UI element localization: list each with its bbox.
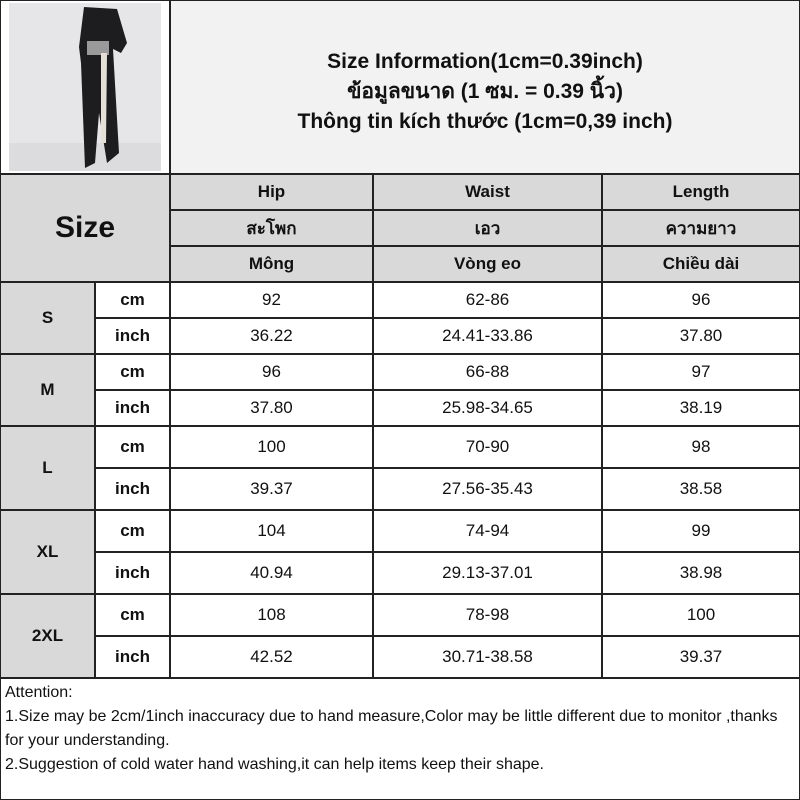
size-label: 2XL: [0, 594, 95, 678]
attention-notes: Attention: 1.Size may be 2cm/1inch inacc…: [0, 678, 800, 800]
table-cell: 100: [602, 594, 800, 636]
column-header-en: Length: [602, 174, 800, 210]
table-cell: 29.13-37.01: [373, 552, 602, 594]
table-cell: 74-94: [373, 510, 602, 552]
product-photo: [0, 0, 170, 174]
table-cell: 39.37: [602, 636, 800, 678]
table-cell: 104: [170, 510, 373, 552]
table-cell: 98: [602, 426, 800, 468]
unit-label: inch: [95, 552, 170, 594]
table-cell: 108: [170, 594, 373, 636]
table-cell: 70-90: [373, 426, 602, 468]
column-header-th: สะโพก: [170, 210, 373, 246]
size-label: S: [0, 282, 95, 354]
attention-note-2: 2.Suggestion of cold water hand washing,…: [5, 756, 544, 773]
table-cell: 24.41-33.86: [373, 318, 602, 354]
table-cell: 39.37: [170, 468, 373, 510]
table-cell: 99: [602, 510, 800, 552]
table-cell: 97: [602, 354, 800, 390]
model-image: [9, 3, 161, 171]
table-cell: 37.80: [602, 318, 800, 354]
size-info-title: Size Information(1cm=0.39inch) ข้อมูลขนา…: [170, 0, 800, 174]
unit-label: cm: [95, 594, 170, 636]
table-cell: 27.56-35.43: [373, 468, 602, 510]
size-header: Size: [0, 174, 170, 282]
table-cell: 96: [170, 354, 373, 390]
table-cell: 30.71-38.58: [373, 636, 602, 678]
title-thai: ข้อมูลขนาด (1 ซม. = 0.39 นิ้ว): [347, 80, 623, 103]
title-english: Size Information(1cm=0.39inch): [327, 50, 643, 73]
table-cell: 38.19: [602, 390, 800, 426]
table-cell: 92: [170, 282, 373, 318]
table-cell: 40.94: [170, 552, 373, 594]
attention-heading: Attention:: [5, 684, 73, 701]
size-label: L: [0, 426, 95, 510]
attention-note-1: 1.Size may be 2cm/1inch inaccuracy due t…: [5, 708, 778, 749]
unit-label: inch: [95, 318, 170, 354]
table-cell: 62-86: [373, 282, 602, 318]
table-cell: 25.98-34.65: [373, 390, 602, 426]
unit-label: cm: [95, 426, 170, 468]
column-header-th: ความยาว: [602, 210, 800, 246]
table-cell: 96: [602, 282, 800, 318]
column-header-en: Hip: [170, 174, 373, 210]
table-cell: 66-88: [373, 354, 602, 390]
table-cell: 78-98: [373, 594, 602, 636]
unit-label: inch: [95, 468, 170, 510]
unit-label: inch: [95, 636, 170, 678]
unit-label: cm: [95, 354, 170, 390]
title-vietnamese: Thông tin kích thước (1cm=0,39 inch): [297, 110, 673, 133]
table-cell: 37.80: [170, 390, 373, 426]
column-header-en: Waist: [373, 174, 602, 210]
table-cell: 36.22: [170, 318, 373, 354]
unit-label: cm: [95, 510, 170, 552]
table-cell: 100: [170, 426, 373, 468]
table-cell: 42.52: [170, 636, 373, 678]
unit-label: cm: [95, 282, 170, 318]
column-header-vi: Chiều dài: [602, 246, 800, 282]
table-cell: 38.58: [602, 468, 800, 510]
size-label: M: [0, 354, 95, 426]
column-header-vi: Vòng eo: [373, 246, 602, 282]
column-header-th: เอว: [373, 210, 602, 246]
column-header-vi: Mông: [170, 246, 373, 282]
table-cell: 38.98: [602, 552, 800, 594]
unit-label: inch: [95, 390, 170, 426]
size-label: XL: [0, 510, 95, 594]
